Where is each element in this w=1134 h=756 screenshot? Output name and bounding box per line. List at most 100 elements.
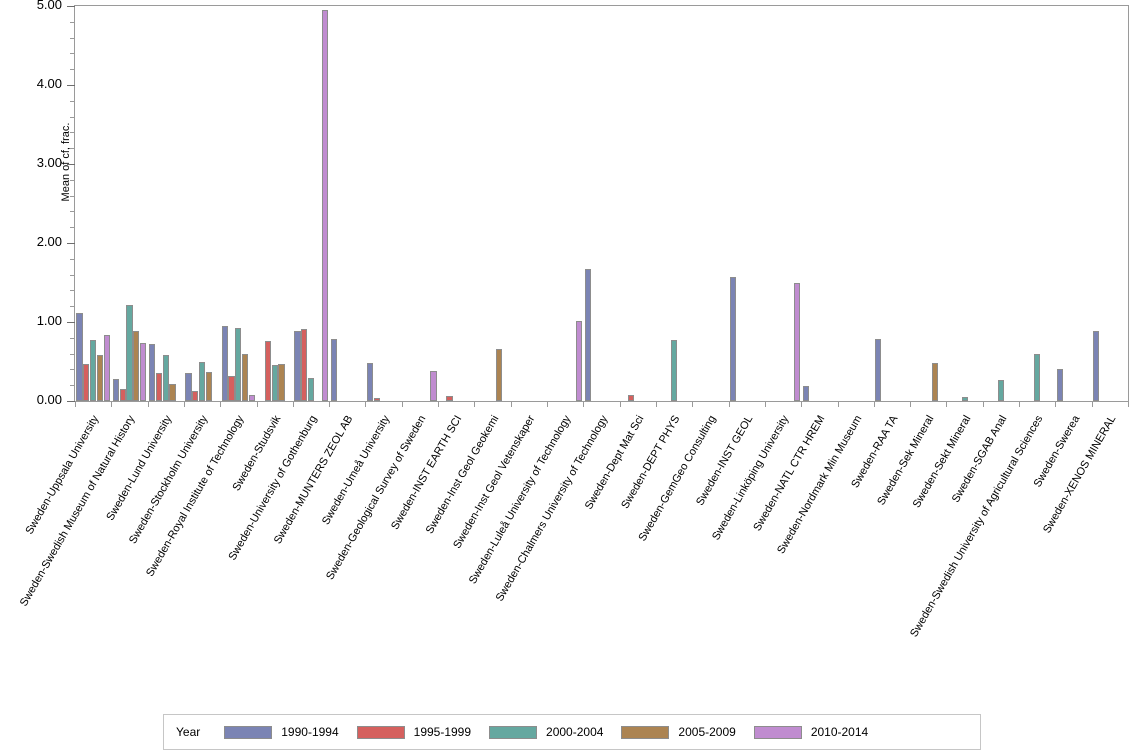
bar[interactable] <box>997 380 1004 401</box>
bar[interactable] <box>671 340 678 401</box>
x-tick <box>183 401 185 407</box>
y-tick-minor <box>70 179 75 181</box>
bar[interactable] <box>1034 353 1041 401</box>
x-tick <box>1055 401 1057 407</box>
legend-entry[interactable]: 2010-2014 <box>753 725 869 739</box>
y-tick-label: 4.00 <box>36 76 62 91</box>
bar[interactable] <box>235 327 242 401</box>
legend-label: 2010-2014 <box>810 725 869 739</box>
x-tick <box>256 401 258 407</box>
bar[interactable] <box>875 339 882 401</box>
bar[interactable] <box>1093 330 1100 401</box>
bar[interactable] <box>155 372 163 401</box>
x-tick <box>692 401 694 407</box>
y-tick-minor <box>70 353 75 355</box>
x-tick <box>801 401 803 407</box>
bar[interactable] <box>198 361 206 401</box>
plot-border-top <box>74 5 1129 6</box>
legend-entry[interactable]: 2005-2009 <box>621 725 736 739</box>
bar[interactable] <box>103 334 110 401</box>
bar[interactable] <box>221 325 228 401</box>
y-tick-major <box>67 322 75 323</box>
bar[interactable] <box>584 269 591 401</box>
bar[interactable] <box>119 389 126 401</box>
x-axis-label-text: Sweden-NATL CTR HREM <box>751 413 828 534</box>
legend-title: Year <box>176 725 201 739</box>
y-tick-minor <box>70 385 75 387</box>
x-tick <box>365 401 367 407</box>
y-tick-minor <box>70 132 75 134</box>
x-axis-label-text: Sweden-INST EARTH SCI <box>389 413 465 532</box>
bar[interactable] <box>83 363 90 401</box>
bar[interactable] <box>149 344 156 401</box>
x-tick <box>982 401 984 407</box>
bar[interactable] <box>1056 368 1064 401</box>
bar[interactable] <box>931 363 939 401</box>
y-tick-minor <box>70 369 75 371</box>
bar[interactable] <box>793 282 800 401</box>
bar[interactable] <box>961 397 968 401</box>
bar[interactable] <box>264 340 271 401</box>
y-tick-minor <box>70 116 75 118</box>
x-axis-label-text: Sweden-Inst Geol Geokemi <box>423 413 501 536</box>
bar[interactable] <box>242 353 249 401</box>
y-tick-minor <box>70 211 75 213</box>
bar[interactable] <box>248 394 256 401</box>
bar[interactable] <box>321 9 328 401</box>
x-tick <box>474 401 476 407</box>
bar[interactable] <box>76 312 83 401</box>
y-tick-minor <box>70 306 75 308</box>
bar[interactable] <box>126 304 133 401</box>
y-tick-label: 1.00 <box>36 313 62 328</box>
bar[interactable] <box>90 340 97 401</box>
bar[interactable] <box>162 355 169 401</box>
x-tick <box>583 401 585 407</box>
bar[interactable] <box>185 372 192 401</box>
bar[interactable] <box>430 370 437 401</box>
bar-series-area <box>75 6 1128 401</box>
bar[interactable] <box>307 378 315 401</box>
y-tick-minor <box>70 148 75 150</box>
x-tick <box>547 401 549 407</box>
y-tick-minor <box>70 195 75 197</box>
legend-swatch <box>621 725 670 739</box>
bar[interactable] <box>133 330 140 401</box>
legend-label: 1995-1999 <box>413 725 472 739</box>
bar[interactable] <box>802 386 809 401</box>
bar[interactable] <box>228 375 235 401</box>
bar[interactable] <box>294 331 301 401</box>
y-tick-label: 0.00 <box>36 392 62 407</box>
bar[interactable] <box>366 363 374 401</box>
legend-entry[interactable]: 2000-2004 <box>489 725 603 739</box>
bar[interactable] <box>278 363 285 401</box>
legend-swatch <box>224 725 273 739</box>
legend-entry[interactable]: 1990-1994 <box>224 725 339 739</box>
bar[interactable] <box>330 339 337 401</box>
x-axis-line <box>74 401 1129 402</box>
bar[interactable] <box>496 348 503 401</box>
y-tick-major <box>67 401 75 402</box>
bar[interactable] <box>627 394 635 401</box>
bar[interactable] <box>192 390 199 401</box>
bar[interactable] <box>169 384 176 401</box>
legend-entry[interactable]: 1995-1999 <box>356 725 472 739</box>
x-tick <box>1128 401 1129 407</box>
bar[interactable] <box>575 321 582 401</box>
y-tick-minor <box>70 100 75 102</box>
x-tick <box>75 401 76 407</box>
y-tick-major <box>67 164 75 165</box>
bar[interactable] <box>96 355 104 401</box>
bar[interactable] <box>271 365 278 401</box>
bar[interactable] <box>139 343 147 401</box>
bar[interactable] <box>205 371 212 401</box>
x-tick <box>946 401 948 407</box>
bar[interactable] <box>446 396 453 401</box>
bar[interactable] <box>112 378 119 401</box>
bar[interactable] <box>730 276 737 401</box>
x-tick <box>1019 401 1021 407</box>
bar[interactable] <box>373 398 380 401</box>
y-tick-minor <box>70 21 75 23</box>
x-tick <box>438 401 440 407</box>
bar[interactable] <box>301 329 308 401</box>
x-tick <box>220 401 222 407</box>
